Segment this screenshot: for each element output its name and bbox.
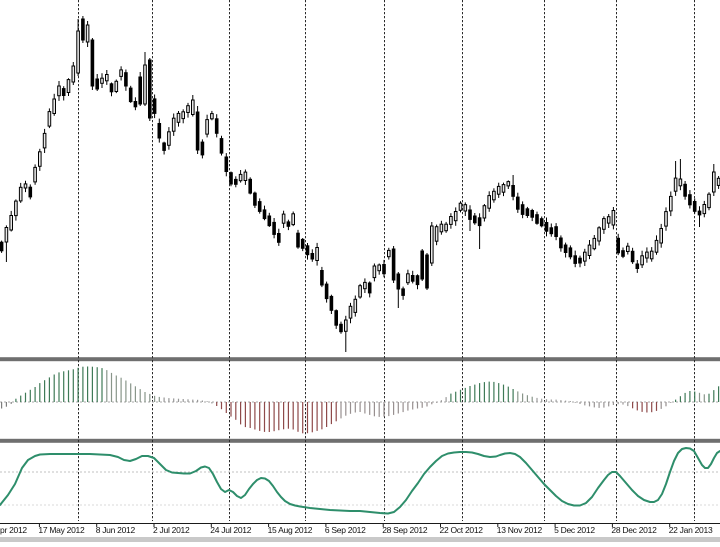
svg-text:6 Sep 2012: 6 Sep 2012 <box>325 525 366 535</box>
svg-text:8 Jun 2012: 8 Jun 2012 <box>96 525 136 535</box>
svg-text:22 Jan 2013: 22 Jan 2013 <box>669 525 713 535</box>
svg-text:24 Jul 2012: 24 Jul 2012 <box>210 525 251 535</box>
svg-text:13 Nov 2012: 13 Nov 2012 <box>497 525 543 535</box>
svg-text:28 Dec 2012: 28 Dec 2012 <box>611 525 657 535</box>
svg-text:17 May 2012: 17 May 2012 <box>38 525 85 535</box>
svg-text:28 Sep 2012: 28 Sep 2012 <box>382 525 428 535</box>
svg-text:2 Jul 2012: 2 Jul 2012 <box>153 525 190 535</box>
svg-text:22 Oct 2012: 22 Oct 2012 <box>440 525 484 535</box>
svg-text:15 Aug 2012: 15 Aug 2012 <box>268 525 313 535</box>
svg-text:5 Dec 2012: 5 Dec 2012 <box>554 525 595 535</box>
svg-text:pr 2012: pr 2012 <box>0 525 27 535</box>
